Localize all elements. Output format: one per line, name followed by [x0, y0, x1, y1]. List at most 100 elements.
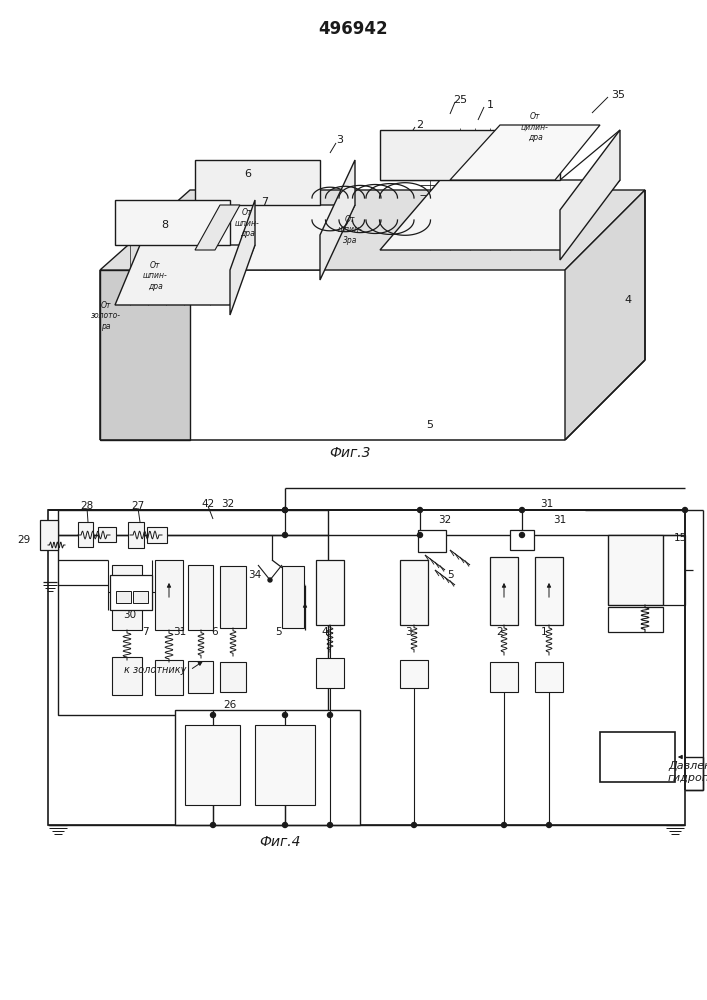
Polygon shape	[560, 130, 620, 260]
Bar	[147, 527, 167, 543]
Text: 2: 2	[497, 627, 503, 637]
Text: От
шпин-
дра: От шпин- дра	[143, 261, 168, 291]
Circle shape	[211, 712, 216, 718]
Bar	[220, 566, 246, 628]
Text: 8: 8	[161, 220, 168, 230]
Bar	[608, 607, 663, 632]
Circle shape	[283, 822, 288, 828]
Circle shape	[327, 712, 332, 718]
Text: 32: 32	[438, 515, 452, 525]
Polygon shape	[195, 160, 320, 205]
Bar	[535, 557, 563, 625]
Polygon shape	[230, 200, 255, 315]
Circle shape	[418, 508, 423, 512]
Polygon shape	[450, 125, 600, 180]
Polygon shape	[195, 205, 240, 250]
Bar	[490, 662, 518, 692]
Bar	[600, 732, 675, 782]
Text: 35: 35	[611, 90, 625, 100]
Circle shape	[411, 822, 416, 828]
Bar	[112, 657, 142, 695]
Bar	[510, 530, 534, 550]
Text: 2: 2	[416, 120, 423, 130]
Text: 32: 32	[221, 499, 235, 509]
Text: 26: 26	[223, 700, 237, 710]
Text: 5: 5	[426, 420, 433, 430]
Bar	[490, 557, 518, 625]
Text: Давление от
гидропривода: Давление от гидропривода	[668, 761, 707, 783]
Circle shape	[283, 712, 288, 718]
Text: 4: 4	[322, 627, 328, 637]
Bar	[98, 527, 116, 542]
Text: 6: 6	[245, 169, 252, 179]
Bar	[110, 575, 152, 610]
Bar	[316, 658, 344, 688]
Text: 5: 5	[275, 627, 281, 637]
Text: Фиг.4: Фиг.4	[259, 835, 300, 849]
Bar	[185, 725, 240, 805]
Bar	[608, 535, 663, 605]
Text: 30: 30	[124, 610, 136, 620]
Polygon shape	[100, 270, 190, 440]
Circle shape	[520, 508, 525, 512]
Bar	[112, 565, 142, 630]
Text: 1: 1	[541, 627, 547, 637]
Circle shape	[211, 822, 216, 828]
Text: От
золото-
ра: От золото- ра	[91, 301, 121, 331]
Bar	[188, 661, 213, 693]
Text: 29: 29	[17, 535, 30, 545]
Text: 1: 1	[486, 100, 493, 110]
Circle shape	[520, 532, 525, 538]
Circle shape	[268, 578, 272, 582]
Circle shape	[283, 532, 288, 538]
Text: к золотнику: к золотнику	[124, 665, 186, 675]
Text: 5: 5	[447, 570, 453, 580]
Bar	[316, 560, 344, 625]
Text: От
шпин-
3ра: От шпин- 3ра	[338, 215, 363, 245]
Polygon shape	[565, 190, 645, 440]
Text: 27: 27	[132, 501, 145, 511]
Polygon shape	[380, 130, 560, 180]
Polygon shape	[195, 205, 355, 270]
Bar	[535, 662, 563, 692]
Text: 28: 28	[81, 501, 93, 511]
Bar	[418, 530, 446, 552]
Circle shape	[283, 508, 288, 512]
Text: 42: 42	[201, 499, 215, 509]
Bar	[400, 560, 428, 625]
Text: От
шпин-
дра: От шпин- дра	[235, 208, 259, 238]
Text: 496942: 496942	[318, 20, 388, 38]
Text: 15: 15	[673, 533, 686, 543]
Bar	[282, 566, 304, 628]
Circle shape	[418, 532, 423, 538]
Bar	[48, 510, 685, 825]
Text: 4: 4	[624, 295, 631, 305]
Text: 34: 34	[248, 570, 262, 580]
Text: От
цилин-
дра: От цилин- дра	[521, 112, 549, 142]
Text: 31: 31	[540, 499, 554, 509]
Bar	[58, 510, 328, 715]
Bar	[175, 710, 360, 825]
Bar	[133, 591, 148, 603]
Polygon shape	[320, 160, 355, 280]
Bar	[78, 522, 93, 547]
Circle shape	[501, 822, 506, 828]
Polygon shape	[100, 190, 645, 270]
Text: 7: 7	[141, 627, 148, 637]
Text: 31: 31	[554, 515, 566, 525]
Bar	[116, 591, 131, 603]
Text: 31: 31	[173, 627, 187, 637]
Bar	[128, 522, 144, 548]
Polygon shape	[115, 200, 230, 245]
Text: 3: 3	[404, 627, 411, 637]
Bar	[155, 560, 183, 630]
Circle shape	[682, 508, 687, 512]
Bar	[155, 660, 183, 695]
Bar	[400, 660, 428, 688]
Bar	[40, 520, 58, 550]
Bar	[255, 725, 315, 805]
Polygon shape	[115, 245, 255, 305]
Polygon shape	[380, 180, 620, 250]
Bar	[188, 565, 213, 630]
Circle shape	[327, 822, 332, 828]
